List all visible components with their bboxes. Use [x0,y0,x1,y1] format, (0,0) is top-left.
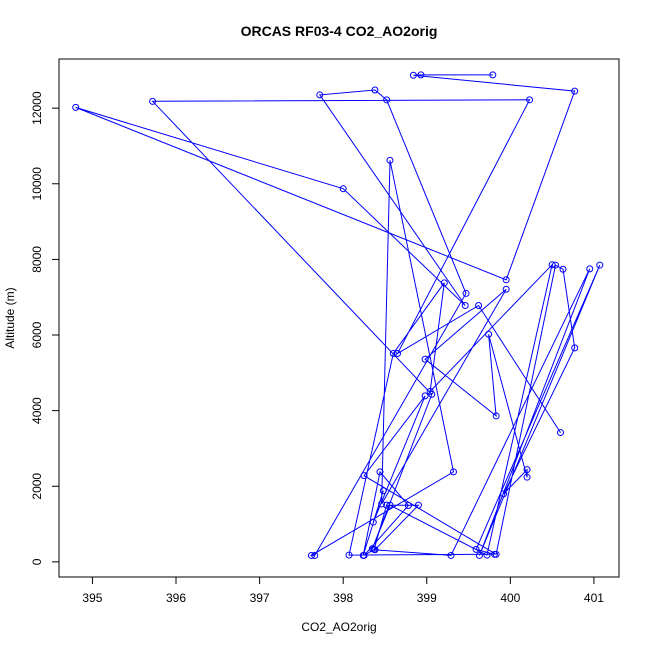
data-point [447,551,455,559]
x-axis: 395 396 397 398 399 400 401 [82,576,604,605]
data-point [502,285,510,293]
data-point [492,412,500,420]
data-point [548,261,556,269]
x-tick-label: 401 [584,591,604,605]
x-axis-label: CO2_AO2orig [301,620,376,634]
y-axis: 0 2000 4000 6000 8000 10000 12000 [30,91,60,565]
data-point [421,355,429,363]
data-point [500,490,508,498]
x-tick-label: 396 [166,591,186,605]
data-point [311,551,319,559]
y-tick-label: 2000 [30,473,44,500]
data-point [475,302,483,310]
data-point [360,551,368,559]
data-point [485,330,493,338]
data-point [371,86,379,94]
data-point [383,96,391,104]
data-point [472,545,480,553]
y-axis-label: Altitude (m) [3,287,17,348]
data-point [551,261,559,269]
x-tick-label: 400 [500,591,520,605]
data-point [556,429,564,437]
data-point [421,392,429,400]
data-point [368,545,376,553]
data-point [386,156,394,164]
data-point [483,551,491,559]
data-point [72,103,80,111]
data-point [414,501,422,509]
y-tick-label: 8000 [30,246,44,273]
data-point [149,97,157,105]
y-tick-label: 0 [30,558,44,565]
data-point [386,501,394,509]
data-point [571,87,579,95]
data-point [345,551,353,559]
data-series [72,71,604,559]
x-tick-label: 398 [333,591,353,605]
x-tick-label: 399 [417,591,437,605]
data-point [526,96,534,104]
data-point [389,350,397,358]
data-point [316,91,324,99]
x-tick-label: 397 [250,591,270,605]
data-point [490,550,498,558]
data-point [571,344,579,352]
y-tick-label: 10000 [30,167,44,201]
data-point [307,551,315,559]
x-tick-label: 395 [82,591,102,605]
data-point [440,279,448,287]
data-point [378,500,386,508]
series-line [75,74,601,556]
data-point [559,265,567,273]
data-point [450,468,458,476]
data-point [475,551,483,559]
data-point [404,502,412,510]
y-tick-label: 4000 [30,397,44,424]
y-tick-label: 6000 [30,321,44,348]
data-point [394,350,402,358]
data-point [376,468,384,476]
data-point [360,472,368,480]
data-point [417,71,425,79]
data-point [586,265,594,273]
chart-title: ORCAS RF03-4 CO2_AO2orig [241,23,438,39]
data-point [339,185,347,193]
plot-frame [58,58,620,578]
y-tick-label: 12000 [30,91,44,125]
data-point [409,71,417,79]
data-point [383,501,391,509]
data-point [596,261,604,269]
data-point [523,466,531,474]
data-point [428,390,436,398]
data-point [461,302,469,310]
data-point [369,518,377,526]
data-point [462,289,470,297]
data-point [502,276,510,284]
data-point [523,473,531,481]
data-point [489,71,497,79]
data-point [379,487,387,495]
